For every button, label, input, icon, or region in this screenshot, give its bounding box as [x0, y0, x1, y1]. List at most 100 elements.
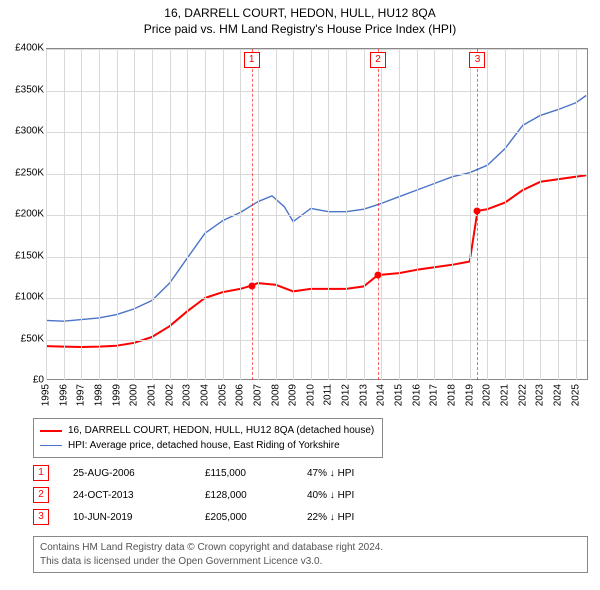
gridline-v — [276, 49, 277, 380]
legend-swatch-property — [40, 430, 62, 432]
x-tick-label: 1999 — [111, 384, 122, 406]
sale-marker-box: 1 — [244, 52, 260, 68]
gridline-v — [46, 49, 47, 380]
x-tick-label: 2014 — [376, 384, 387, 406]
sale-marker-box: 2 — [370, 52, 386, 68]
sales-table: 125-AUG-2006£115,00047% ↓ HPI224-OCT-201… — [33, 462, 407, 528]
x-tick-label: 2015 — [394, 384, 405, 406]
sale-price: £128,000 — [205, 490, 307, 501]
y-tick-label: £0 — [2, 375, 44, 386]
gridline-v — [505, 49, 506, 380]
gridline-v — [152, 49, 153, 380]
gridline-v — [81, 49, 82, 380]
sale-point-dot — [248, 282, 255, 289]
gridline-v — [487, 49, 488, 380]
sale-marker-box: 3 — [469, 52, 485, 68]
x-tick-label: 2013 — [358, 384, 369, 406]
gridline-v — [311, 49, 312, 380]
sale-diff: 40% ↓ HPI — [307, 490, 407, 501]
sale-marker-line — [378, 49, 379, 380]
y-tick-label: £200K — [2, 209, 44, 220]
sale-price: £205,000 — [205, 512, 307, 523]
x-tick-label: 2011 — [323, 384, 334, 406]
y-tick-label: £150K — [2, 250, 44, 261]
sale-marker-line — [477, 49, 478, 380]
gridline-v — [187, 49, 188, 380]
gridline-v — [399, 49, 400, 380]
gridline-v — [523, 49, 524, 380]
sale-diff: 47% ↓ HPI — [307, 468, 407, 479]
x-tick-label: 2009 — [288, 384, 299, 406]
x-tick-label: 2002 — [164, 384, 175, 406]
legend-label-property: 16, DARRELL COURT, HEDON, HULL, HU12 8QA… — [68, 423, 374, 438]
x-tick-label: 2006 — [235, 384, 246, 406]
x-tick-label: 1998 — [93, 384, 104, 406]
x-tick-label: 1997 — [76, 384, 87, 406]
x-tick-label: 2025 — [570, 384, 581, 406]
gridline-v — [170, 49, 171, 380]
chart-title-block: 16, DARRELL COURT, HEDON, HULL, HU12 8QA… — [0, 0, 600, 37]
sale-date: 24-OCT-2013 — [73, 490, 205, 501]
x-tick-label: 2019 — [464, 384, 475, 406]
x-tick-label: 2000 — [129, 384, 140, 406]
x-tick-label: 2008 — [270, 384, 281, 406]
gridline-v — [364, 49, 365, 380]
gridline-v — [99, 49, 100, 380]
sale-date: 10-JUN-2019 — [73, 512, 205, 523]
title-line-1: 16, DARRELL COURT, HEDON, HULL, HU12 8QA — [0, 6, 600, 22]
x-tick-label: 2010 — [305, 384, 316, 406]
gridline-v — [540, 49, 541, 380]
y-tick-label: £300K — [2, 126, 44, 137]
x-tick-label: 2020 — [482, 384, 493, 406]
gridline-v — [381, 49, 382, 380]
x-tick-label: 2001 — [146, 384, 157, 406]
gridline-v — [346, 49, 347, 380]
y-tick-label: £400K — [2, 43, 44, 54]
gridline-v — [134, 49, 135, 380]
x-tick-label: 2018 — [447, 384, 458, 406]
gridline-v — [417, 49, 418, 380]
x-tick-label: 2023 — [535, 384, 546, 406]
gridline-v — [223, 49, 224, 380]
sales-row: 125-AUG-2006£115,00047% ↓ HPI — [33, 462, 407, 484]
x-tick-label: 1995 — [41, 384, 52, 406]
gridline-v — [576, 49, 577, 380]
x-tick-label: 2022 — [517, 384, 528, 406]
footer-attribution: Contains HM Land Registry data © Crown c… — [33, 536, 588, 573]
sale-point-dot — [474, 207, 481, 214]
sale-marker-line — [252, 49, 253, 380]
sale-date: 25-AUG-2006 — [73, 468, 205, 479]
footer-line-2: This data is licensed under the Open Gov… — [40, 555, 581, 569]
legend-swatch-hpi — [40, 445, 62, 446]
gridline-v — [117, 49, 118, 380]
gridline-v — [328, 49, 329, 380]
footer-line-1: Contains HM Land Registry data © Crown c… — [40, 541, 581, 555]
sale-point-dot — [375, 271, 382, 278]
sale-row-marker: 1 — [33, 465, 49, 481]
legend-item-property: 16, DARRELL COURT, HEDON, HULL, HU12 8QA… — [40, 423, 374, 438]
gridline-v — [293, 49, 294, 380]
x-tick-label: 2017 — [429, 384, 440, 406]
gridline-v — [470, 49, 471, 380]
x-tick-label: 2021 — [500, 384, 511, 406]
gridline-v — [452, 49, 453, 380]
gridline-v — [434, 49, 435, 380]
sale-row-marker: 3 — [33, 509, 49, 525]
x-tick-label: 2016 — [411, 384, 422, 406]
gridline-v — [205, 49, 206, 380]
x-tick-label: 2024 — [552, 384, 563, 406]
legend-box: 16, DARRELL COURT, HEDON, HULL, HU12 8QA… — [33, 418, 383, 458]
legend-item-hpi: HPI: Average price, detached house, East… — [40, 438, 374, 453]
x-tick-label: 2004 — [199, 384, 210, 406]
gridline-v — [240, 49, 241, 380]
gridline-v — [558, 49, 559, 380]
x-tick-label: 2003 — [182, 384, 193, 406]
y-tick-label: £250K — [2, 167, 44, 178]
y-tick-label: £100K — [2, 292, 44, 303]
legend-label-hpi: HPI: Average price, detached house, East… — [68, 438, 340, 453]
x-tick-label: 1996 — [58, 384, 69, 406]
x-tick-label: 2007 — [252, 384, 263, 406]
sales-row: 310-JUN-2019£205,00022% ↓ HPI — [33, 506, 407, 528]
sales-row: 224-OCT-2013£128,00040% ↓ HPI — [33, 484, 407, 506]
chart-plot-area — [46, 48, 588, 380]
